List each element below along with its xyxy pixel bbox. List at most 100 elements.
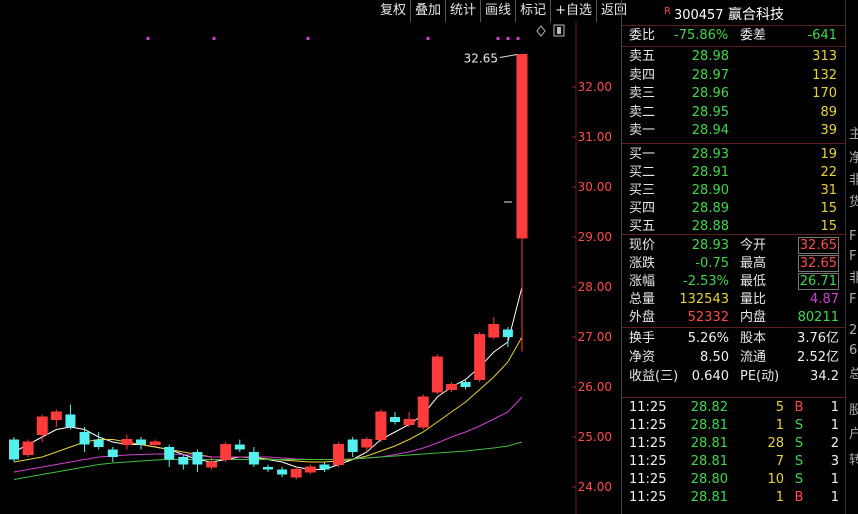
marker-dot bbox=[426, 37, 430, 40]
tick-volume: 10 bbox=[767, 472, 784, 487]
candle-body bbox=[277, 469, 288, 475]
price-label: 30.00 bbox=[578, 180, 612, 194]
fundamental-row: 换手 5.26% 股本 3.76亿 bbox=[622, 330, 845, 348]
sell-row[interactable]: 卖四 28.97 132 bbox=[622, 67, 845, 85]
tick-time: 11:25 bbox=[629, 436, 667, 451]
add-watchlist-button[interactable]: +自选 bbox=[550, 0, 596, 22]
tick-side: S bbox=[794, 418, 804, 433]
sell-row[interactable]: 卖三 28.96 170 bbox=[622, 85, 845, 103]
tick-time: 11:25 bbox=[629, 418, 667, 433]
buy-price: 28.89 bbox=[691, 201, 729, 216]
candle-body bbox=[93, 439, 104, 447]
buy-row[interactable]: 买二 28.91 22 bbox=[622, 164, 845, 182]
tick-count: 1 bbox=[830, 490, 839, 505]
stat-value: 28.93 bbox=[691, 238, 729, 253]
tick-volume: 1 bbox=[775, 418, 784, 433]
fund-value: 8.50 bbox=[700, 350, 729, 365]
sell-price: 28.94 bbox=[691, 123, 729, 138]
fundamental-row: 净资 8.50 流通 2.52亿 bbox=[622, 349, 845, 367]
stat-label: 总量 bbox=[629, 292, 656, 307]
candle-body bbox=[22, 441, 34, 455]
stat-value: -2.53% bbox=[683, 274, 729, 289]
buy-label: 买一 bbox=[629, 147, 656, 162]
sell-volume: 89 bbox=[820, 104, 837, 120]
fund-value: 3.76亿 bbox=[797, 331, 839, 346]
tick-volume: 7 bbox=[775, 454, 784, 469]
candle-body bbox=[234, 444, 245, 450]
sell-label: 卖二 bbox=[629, 104, 656, 120]
price-label: 31.00 bbox=[578, 130, 612, 144]
sell-label: 卖五 bbox=[629, 49, 656, 64]
buy-row[interactable]: 买四 28.89 15 bbox=[622, 200, 845, 218]
tick-row: 11:25 28.81 7 S 3 bbox=[622, 453, 845, 471]
edge-text: F bbox=[849, 249, 857, 264]
fund-value: 34.2 bbox=[810, 369, 839, 384]
panel-toggle-icon-inner bbox=[557, 27, 561, 34]
candle-body bbox=[36, 416, 48, 435]
stat-label: 内盘 bbox=[740, 310, 767, 325]
edge-text: 净 bbox=[849, 151, 858, 166]
stock-name: 赢合科技 bbox=[728, 7, 785, 23]
stat-value: 32.65 bbox=[797, 255, 839, 272]
overlay-button[interactable]: 叠加 bbox=[410, 0, 445, 22]
marker-dot bbox=[496, 37, 500, 40]
candle-body bbox=[390, 417, 400, 422]
tick-volume: 28 bbox=[767, 436, 784, 451]
statistics-button[interactable]: 统计 bbox=[445, 0, 480, 22]
diff-value: -641 bbox=[807, 28, 837, 43]
tick-price: 28.80 bbox=[690, 472, 728, 487]
tick-price: 28.82 bbox=[690, 400, 728, 415]
sell-row[interactable]: 卖一 28.94 39 bbox=[622, 122, 845, 140]
ma-line bbox=[13, 441, 523, 480]
stat-value: 32.65 bbox=[797, 237, 839, 254]
draw-line-button[interactable]: 画线 bbox=[480, 0, 515, 22]
kline-chart[interactable]: 32.00 31.00 30.00 29.00 28.00 27.00 26.00 25.00… bbox=[0, 0, 620, 514]
candle-body bbox=[375, 411, 387, 440]
marker-dot bbox=[212, 37, 216, 40]
tick-count: 1 bbox=[830, 472, 839, 487]
fund-label: 换手 bbox=[629, 331, 656, 346]
ma-line bbox=[13, 286, 523, 470]
restore-rights-button[interactable]: 复权 bbox=[380, 3, 407, 18]
buy-volume: 22 bbox=[820, 165, 837, 180]
tick-count: 3 bbox=[830, 454, 839, 469]
buy-row[interactable]: 买一 28.93 19 bbox=[622, 146, 845, 164]
tick-row: 11:25 28.82 5 B 1 bbox=[622, 399, 845, 417]
candle-body bbox=[65, 414, 76, 427]
buy-row[interactable]: 买五 28.88 15 bbox=[622, 218, 845, 236]
back-button[interactable]: 返回 bbox=[595, 0, 631, 22]
stat-value: 26.71 bbox=[797, 273, 839, 290]
tick-row: 11:25 28.81 1 S 1 bbox=[622, 417, 845, 435]
high-leader-line bbox=[499, 54, 518, 58]
buy-volume: 19 bbox=[820, 147, 837, 162]
sell-label: 卖三 bbox=[629, 86, 656, 101]
r-badge: R bbox=[664, 6, 671, 17]
fund-label: 收益(三) bbox=[629, 369, 679, 384]
candle-body bbox=[220, 444, 232, 460]
candle-body bbox=[431, 356, 443, 393]
edge-text: 主 bbox=[849, 127, 858, 142]
tick-price: 28.81 bbox=[690, 436, 728, 451]
candle-body bbox=[304, 466, 316, 473]
tick-side: S bbox=[794, 436, 804, 451]
mark-button[interactable]: 标记 bbox=[515, 0, 550, 22]
sell-volume: 39 bbox=[820, 123, 837, 138]
price-label: 27.00 bbox=[578, 330, 612, 344]
fund-label: 流通 bbox=[740, 350, 767, 365]
candle-body bbox=[445, 384, 457, 390]
panel-toggle-icon[interactable] bbox=[553, 24, 565, 37]
price-label: 24.00 bbox=[578, 480, 612, 494]
tick-side: B bbox=[794, 490, 804, 505]
tick-price: 28.81 bbox=[690, 418, 728, 433]
edge-text: F bbox=[849, 292, 857, 307]
sell-row[interactable]: 卖五 28.98 313 bbox=[622, 48, 845, 66]
buy-volume: 31 bbox=[820, 183, 837, 198]
candle-body bbox=[178, 457, 189, 465]
buy-volume: 15 bbox=[820, 201, 837, 216]
stat-row: 涨幅 -2.53% 最低 26.71 bbox=[622, 273, 845, 291]
sell-row[interactable]: 卖二 28.95 89 bbox=[622, 104, 845, 122]
edge-text: 非 bbox=[849, 271, 858, 286]
buy-row[interactable]: 买三 28.90 31 bbox=[622, 182, 845, 200]
candle-body bbox=[50, 411, 62, 420]
diamond-icon[interactable] bbox=[536, 25, 546, 37]
